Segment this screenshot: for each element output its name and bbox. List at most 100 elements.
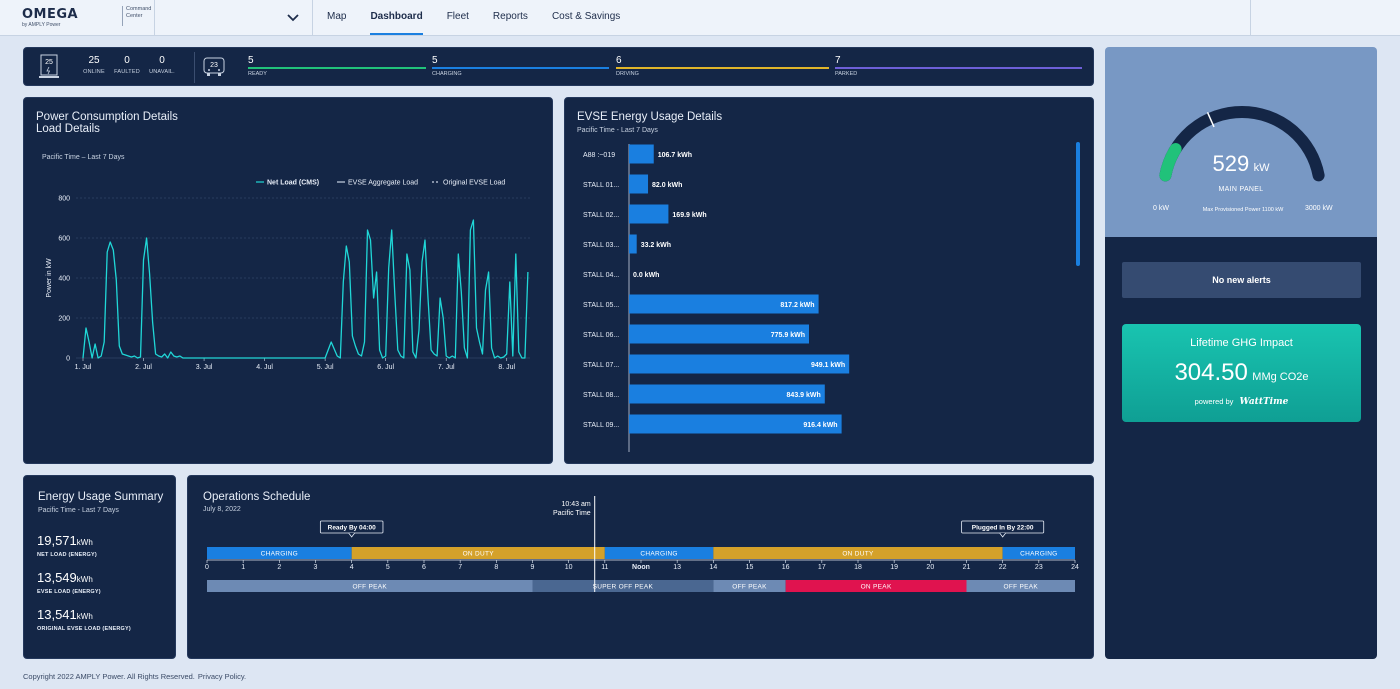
nav-cost-savings[interactable]: Cost & Savings [551, 11, 621, 22]
hour-label: 5 [386, 564, 390, 571]
power-card-subtitle: Pacific Time – Last 7 Days [42, 154, 125, 161]
alerts-box[interactable]: No new alerts [1122, 262, 1361, 298]
plugged-in-by-pointer [999, 532, 1006, 538]
hour-label: 20 [926, 564, 934, 571]
fleet-charging-stat[interactable]: 5 CHARGING [432, 55, 609, 81]
rate-label: OFF PEAK [352, 584, 387, 591]
activity-block [351, 547, 605, 559]
x-tick-label: 4. Jul [256, 364, 273, 371]
evse-load-unit: kWh [76, 575, 93, 584]
evse-value-label: 106.7 kWh [658, 152, 692, 159]
evse-bar [629, 414, 842, 434]
chargers-online-label: ONLINE [83, 69, 105, 75]
rate-block [785, 580, 967, 592]
hour-label: 24 [1071, 564, 1079, 571]
rate-block [207, 580, 533, 592]
evse-scrollbar[interactable] [1076, 142, 1080, 266]
rate-label: OFF PEAK [732, 584, 767, 591]
load-details-title: Load Details [36, 123, 100, 135]
privacy-policy-link[interactable]: Privacy Policy. [197, 672, 247, 681]
evse-value-label: 817.2 kWh [780, 302, 814, 309]
logo-brand: OMEGA [22, 7, 79, 22]
power-consumption-card: Power Consumption Details Load Details P… [23, 97, 553, 464]
nav-map[interactable]: Map [327, 11, 347, 22]
evse-category-label: STALL 06... [583, 332, 619, 339]
evse-value-label: 775.9 kWh [771, 332, 805, 339]
chargers-unavailable-label: UNAVAIL. [149, 69, 175, 75]
evse-card-subtitle: Pacific Time - Last 7 Days [577, 127, 658, 134]
original-evse-load-number: 13,541 [37, 607, 77, 622]
site-selector-dropdown[interactable] [155, 0, 312, 36]
net-load-value: 19,571kWh [37, 533, 93, 548]
x-tick-label: 3. Jul [196, 364, 213, 371]
evse-category-label: STALL 01... [583, 182, 619, 189]
activity-label: CHARGING [640, 551, 677, 558]
top-bar: OMEGA by AMPLY Power Command Center Map … [0, 0, 1400, 36]
evse-category-label: STALL 09... [583, 422, 619, 429]
energy-summary-card: Energy Usage Summary Pacific Time - Last… [23, 475, 176, 659]
fleet-parked-stat[interactable]: 7 PARKED [835, 55, 1082, 81]
rate-block [966, 580, 1075, 592]
evse-value-label: 843.9 kWh [787, 392, 821, 399]
evse-card-title: EVSE Energy Usage Details [577, 111, 723, 123]
net-load-label: NET LOAD (ENERGY) [37, 552, 97, 558]
evse-category-label: STALL 08... [583, 392, 619, 399]
top-divider [154, 0, 155, 36]
evse-bar [629, 384, 825, 404]
rate-block [532, 580, 714, 592]
hour-label: 6 [422, 564, 426, 571]
hour-label: 2 [277, 564, 281, 571]
x-tick-label: 1. Jul [75, 364, 92, 371]
hour-label: 15 [746, 564, 754, 571]
gauge-label: MAIN PANEL [1218, 186, 1264, 193]
fleet-driving-stat[interactable]: 6 DRIVING [616, 55, 829, 81]
hour-label: 11 [601, 564, 608, 571]
y-tick-label: 800 [58, 196, 70, 203]
fleet-ready-count: 5 [248, 55, 254, 66]
main-nav: Map Dashboard Fleet Reports Cost & Savin… [327, 0, 644, 36]
copyright-text: Copyright 2022 AMPLY Power. All Rights R… [23, 672, 195, 681]
ghg-unit: MMg CO2e [1252, 371, 1309, 383]
current-time-label: 10:43 am [562, 501, 591, 508]
plugged-in-by-label: Plugged In By 22:00 [972, 525, 1034, 532]
nav-fleet[interactable]: Fleet [446, 11, 469, 22]
x-tick-label: 5. Jul [317, 364, 334, 371]
rate-label: OFF PEAK [1003, 584, 1038, 591]
hour-label: 10 [565, 564, 573, 571]
gauge-provision-marker [1206, 112, 1215, 128]
legend-label: Original EVSE Load [443, 180, 505, 187]
hour-label: 9 [531, 564, 535, 571]
hour-label: 23 [1035, 564, 1043, 571]
evse-bar-chart[interactable]: A88 :~019 106.7 kWh STALL 01... 82.0 kWh STA… [565, 140, 1065, 460]
x-tick-label: 7. Jul [438, 364, 455, 371]
hour-label: 13 [673, 564, 681, 571]
power-gauge [1159, 106, 1325, 182]
evse-value-label: 916.4 kWh [803, 422, 837, 429]
fleet-ready-label: READY [248, 71, 267, 77]
fleet-charging-count: 5 [432, 55, 438, 66]
evse-energy-card: EVSE Energy Usage Details Pacific Time -… [564, 97, 1094, 464]
bus-icon: 23 [203, 57, 225, 76]
nav-reports[interactable]: Reports [492, 11, 528, 22]
fleet-ready-stat[interactable]: 5 READY [248, 55, 426, 81]
activity-label: CHARGING [261, 551, 298, 558]
evse-value-label: 949.1 kWh [811, 362, 845, 369]
activity-block [1002, 547, 1075, 559]
evse-value-label: 0.0 kWh [633, 272, 659, 279]
hour-label: 7 [458, 564, 462, 571]
evse-bar [629, 174, 649, 194]
evse-bar [629, 324, 810, 344]
gauge-min-label: 0 kW [1153, 205, 1169, 212]
chevron-down-icon [287, 14, 299, 22]
watttime-logo: WattTime [1239, 397, 1289, 407]
nav-dashboard[interactable]: Dashboard [370, 0, 423, 36]
charger-icon: 25 [39, 54, 59, 78]
hour-label: 4 [350, 564, 354, 571]
net-load-number: 19,571 [37, 533, 77, 548]
omega-logo[interactable]: OMEGA by AMPLY Power Command Center [22, 6, 154, 30]
net-load-series [82, 219, 529, 359]
evse-category-label: STALL 04... [583, 272, 619, 279]
operations-timeline[interactable]: CHARGING ON DUTY CHARGING ON DUTY CHARGING 0 1… [188, 496, 1093, 660]
legend-label: EVSE Aggregate Load [348, 180, 418, 187]
power-line-chart[interactable]: Net Load (CMS) EVSE Aggregate Load Origina… [24, 168, 554, 458]
